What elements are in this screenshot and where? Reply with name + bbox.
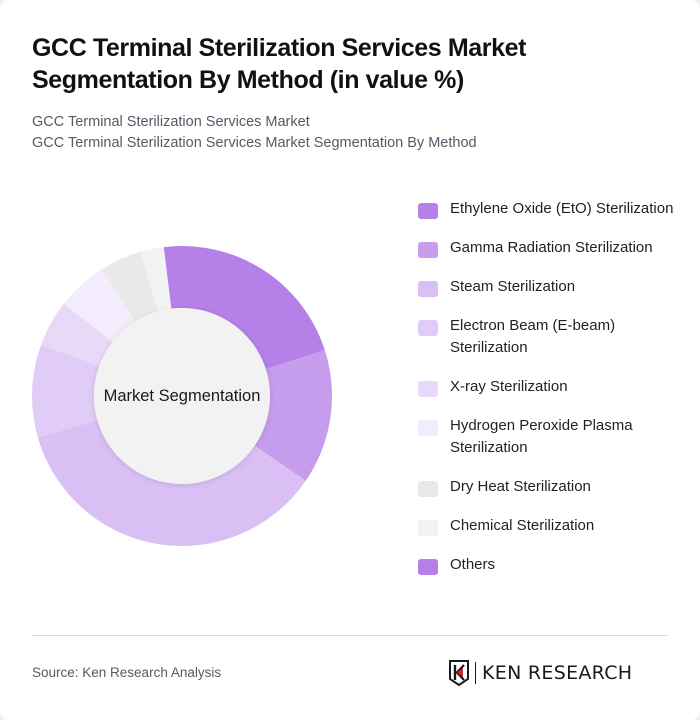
swatch-icon: [418, 320, 438, 336]
donut-slice[interactable]: [140, 247, 172, 312]
donut-svg: [31, 246, 332, 546]
swatch-icon: [418, 420, 438, 436]
swatch-icon: [418, 520, 438, 536]
legend-item-ebeam[interactable]: Electron Beam (E-beam) Sterilization: [418, 315, 680, 359]
legend-label: X-ray Sterilization: [450, 378, 568, 395]
legend-item-chemical[interactable]: Chemical Sterilization: [418, 515, 680, 537]
swatch-icon: [418, 281, 438, 297]
donut-slice[interactable]: [63, 269, 136, 342]
footer-divider: [32, 635, 668, 636]
legend-label: Dry Heat Sterilization: [450, 478, 591, 495]
logo-separator: [475, 662, 476, 684]
donut-chart: Market Segmentation: [30, 244, 334, 548]
legend-item-steam[interactable]: Steam Sterilization: [418, 276, 680, 298]
donut-slice[interactable]: [163, 246, 325, 370]
donut-slices: [31, 246, 332, 546]
ken-research-logo: KEN RESEARCH: [448, 659, 632, 687]
legend-item-dry-heat[interactable]: Dry Heat Sterilization: [418, 476, 680, 498]
logo-text: KEN RESEARCH: [482, 662, 633, 684]
legend-label: Electron Beam (E-beam) Sterilization: [450, 317, 616, 356]
page-title: GCC Terminal Sterilization Services Mark…: [32, 34, 527, 94]
swatch-icon: [418, 242, 438, 258]
donut-center: [94, 308, 270, 484]
legend-item-xray[interactable]: X-ray Sterilization: [418, 376, 680, 398]
legend-label: Hydrogen Peroxide Plasma Sterilization: [450, 417, 633, 456]
legend-item-gamma[interactable]: Gamma Radiation Sterilization: [418, 237, 680, 259]
source-note: Source: Ken Research Analysis: [32, 665, 222, 680]
donut-slice[interactable]: [102, 251, 158, 322]
subtitle-line-2: GCC Terminal Sterilization Services Mark…: [32, 135, 477, 151]
donut-slice[interactable]: [254, 350, 332, 481]
legend-item-eto[interactable]: Ethylene Oxide (EtO) Sterilization: [418, 198, 680, 220]
swatch-icon: [418, 559, 438, 575]
legend-label: Ethylene Oxide (EtO) Sterilization: [450, 200, 674, 217]
subtitle: GCC Terminal Sterilization Services Mark…: [32, 112, 477, 154]
legend-label: Chemical Sterilization: [450, 517, 595, 534]
swatch-icon: [418, 481, 438, 497]
swatch-icon: [418, 381, 438, 397]
legend-item-hydrogen-peroxide[interactable]: Hydrogen Peroxide Plasma Sterilization: [418, 415, 680, 459]
subtitle-line-1: GCC Terminal Sterilization Services Mark…: [32, 114, 310, 130]
legend-label: Gamma Radiation Sterilization: [450, 239, 653, 256]
legend-item-others[interactable]: Others: [418, 554, 680, 576]
legend-label: Steam Sterilization: [450, 278, 576, 295]
swatch-icon: [418, 203, 438, 219]
legend-label: Others: [450, 556, 496, 573]
ken-research-shield-icon: [449, 660, 469, 686]
donut-slice[interactable]: [31, 344, 100, 438]
legend: Ethylene Oxide (EtO) Sterilization Gamma…: [418, 198, 680, 593]
donut-slice[interactable]: [37, 420, 306, 546]
donut-slice[interactable]: [41, 303, 113, 366]
